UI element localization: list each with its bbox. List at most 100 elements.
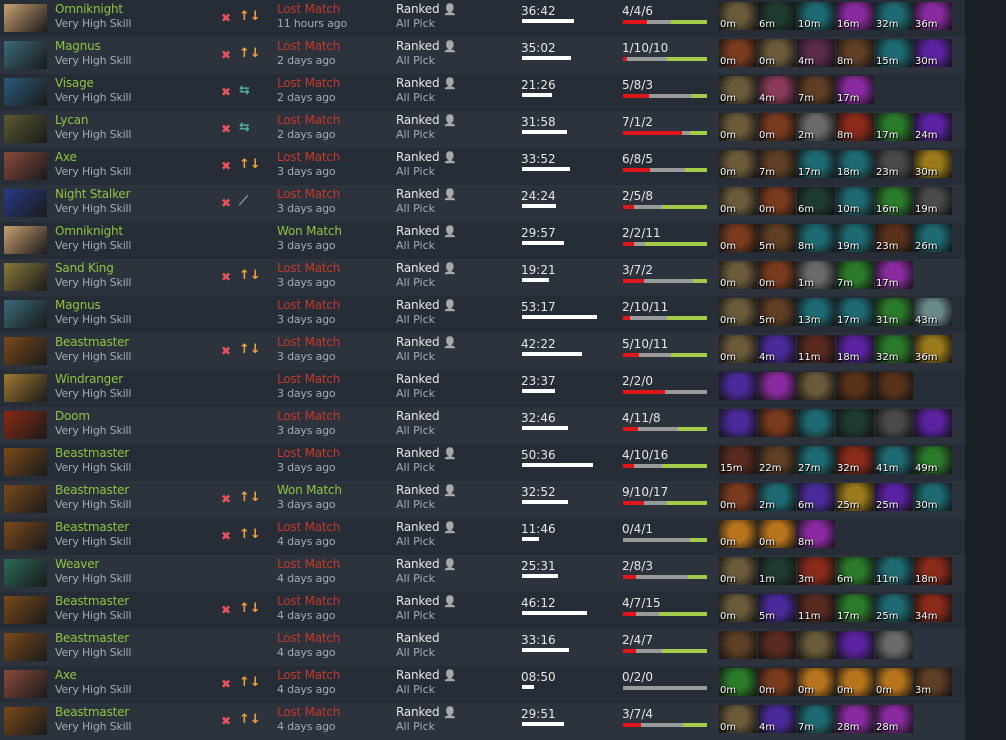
hero-portrait[interactable] [4, 559, 47, 587]
purple-boots-icon[interactable] [719, 372, 757, 400]
hero-name[interactable]: Sand King [55, 261, 114, 275]
red-icon[interactable]: 8m [836, 113, 874, 141]
purple-boots-icon[interactable]: 4m [758, 335, 796, 363]
match-result[interactable]: Lost Match [277, 187, 341, 201]
hero-name[interactable]: Beastmaster [55, 705, 130, 719]
hero-name[interactable]: Beastmaster [55, 446, 130, 460]
hero-portrait[interactable] [4, 374, 47, 402]
helm-icon[interactable]: 15m [719, 446, 757, 474]
tp-scroll-icon[interactable]: 0m [719, 298, 757, 326]
hero-portrait[interactable] [4, 633, 47, 661]
hero-name[interactable]: Magnus [55, 39, 101, 53]
boots-icon[interactable]: 5m [758, 298, 796, 326]
purple-boots-icon[interactable]: 5m [758, 594, 796, 622]
match-result[interactable]: Lost Match [277, 150, 341, 164]
shield-icon[interactable]: 0m [758, 668, 796, 696]
mango-icon[interactable]: 0m [719, 520, 757, 548]
match-result[interactable]: Lost Match [277, 594, 341, 608]
hero-name[interactable]: Axe [55, 668, 77, 682]
teal-icon[interactable]: 41m [875, 446, 913, 474]
axe-icon[interactable]: 1m [797, 261, 835, 289]
hero-portrait[interactable] [4, 226, 47, 254]
match-result[interactable]: Lost Match [277, 409, 341, 423]
purple-boots-icon[interactable]: 6m [797, 483, 835, 511]
white-icon[interactable]: 43m [914, 298, 952, 326]
match-row[interactable]: Omniknight Very High Skill Won Match 3 days… [0, 222, 965, 259]
match-result[interactable]: Lost Match [277, 335, 341, 349]
hero-name[interactable]: Beastmaster [55, 483, 130, 497]
match-row[interactable]: Doom Very High Skill Lost Match 3 days ago R… [0, 407, 965, 444]
match-row[interactable]: Beastmaster Very High Skill ✖ ↑↓ Won Match 3 … [0, 481, 965, 518]
match-row[interactable]: Beastmaster Very High Skill Lost Match 4 da… [0, 629, 965, 666]
green-icon[interactable]: 16m [875, 187, 913, 215]
hero-portrait[interactable] [4, 263, 47, 291]
teal-icon[interactable]: 32m [875, 2, 913, 30]
hero-portrait[interactable] [4, 152, 47, 180]
hero-name[interactable]: Omniknight [55, 2, 123, 16]
shield-icon[interactable]: 0m [719, 483, 757, 511]
purple-blade-icon[interactable]: 25m [875, 483, 913, 511]
match-row[interactable]: Sand King Very High Skill ✖ ↑↓ Lost Match 3 d… [0, 259, 965, 296]
hero-name[interactable]: Windranger [55, 372, 123, 386]
hero-portrait[interactable] [4, 300, 47, 328]
purple-boots-icon[interactable] [719, 409, 757, 437]
boots-icon[interactable]: 7m [797, 76, 835, 104]
match-row[interactable]: Beastmaster Very High Skill ✖ ↑↓ Lost Match 4… [0, 518, 965, 555]
hero-portrait[interactable] [4, 78, 47, 106]
tp-scroll-icon[interactable]: 0m [719, 261, 757, 289]
match-row[interactable]: Beastmaster Very High Skill ✖ ↑↓ Lost Match 4… [0, 592, 965, 629]
teal-icon[interactable]: 2m [758, 483, 796, 511]
teal-icon[interactable]: 19m [836, 224, 874, 252]
orb-icon[interactable]: 36m [914, 2, 952, 30]
shield-icon[interactable]: 0m [758, 187, 796, 215]
match-result[interactable]: Won Match [277, 224, 342, 238]
magic-stick-icon[interactable]: 6m [758, 2, 796, 30]
staff-icon[interactable]: 4m [797, 39, 835, 67]
purple-boots-icon[interactable]: 4m [758, 705, 796, 733]
boots-icon[interactable]: 7m [758, 150, 796, 178]
match-result[interactable]: Lost Match [277, 261, 341, 275]
match-result[interactable]: Lost Match [277, 76, 341, 90]
teal-icon[interactable]: 10m [836, 187, 874, 215]
tp-scroll-icon[interactable]: 0m [719, 2, 757, 30]
axe-icon[interactable]: 2m [797, 113, 835, 141]
hero-name[interactable]: Visage [55, 76, 94, 90]
hero-name[interactable]: Doom [55, 409, 90, 423]
red-icon[interactable]: 34m [914, 594, 952, 622]
hero-portrait[interactable] [4, 707, 47, 735]
helm-icon[interactable]: 11m [797, 594, 835, 622]
match-result[interactable]: Lost Match [277, 113, 341, 127]
green-icon[interactable]: 6m [836, 557, 874, 585]
hero-portrait[interactable] [4, 4, 47, 32]
shield-icon[interactable] [758, 409, 796, 437]
hero-name[interactable]: Beastmaster [55, 335, 130, 349]
purple-blade-icon[interactable]: 18m [836, 335, 874, 363]
match-result[interactable]: Lost Match [277, 39, 341, 53]
tp-scroll-icon[interactable]: 0m [719, 76, 757, 104]
teal-icon[interactable]: 7m [797, 705, 835, 733]
hero-name[interactable]: Axe [55, 150, 77, 164]
shield-icon[interactable]: 0m [719, 224, 757, 252]
match-row[interactable]: Axe Very High Skill ✖ ↑↓ Lost Match 3 days ag… [0, 148, 965, 185]
match-result[interactable]: Lost Match [277, 2, 341, 16]
red-icon[interactable]: 3m [797, 557, 835, 585]
match-row[interactable]: Omniknight Very High Skill ✖ ↑↓ Lost Match 11… [0, 0, 965, 37]
hero-name[interactable]: Beastmaster [55, 594, 130, 608]
mango-icon[interactable]: 0m [875, 668, 913, 696]
hero-name[interactable]: Lycan [55, 113, 89, 127]
gray-icon[interactable]: 19m [914, 187, 952, 215]
hero-name[interactable]: Magnus [55, 298, 101, 312]
gold-icon[interactable]: 25m [836, 483, 874, 511]
hero-portrait[interactable] [4, 41, 47, 69]
hero-name[interactable]: Beastmaster [55, 520, 130, 534]
gold-icon[interactable]: 30m [914, 150, 952, 178]
boots-icon[interactable] [719, 631, 757, 659]
shield-icon[interactable]: 0m [719, 39, 757, 67]
teal-icon[interactable]: 30m [914, 483, 952, 511]
teal-icon[interactable]: 10m [797, 2, 835, 30]
teal-icon[interactable]: 15m [875, 39, 913, 67]
tp-scroll-icon[interactable]: 0m [719, 150, 757, 178]
orb-icon[interactable]: 28m [875, 705, 913, 733]
orb-icon[interactable]: 28m [836, 705, 874, 733]
green-icon[interactable]: 0m [719, 668, 757, 696]
